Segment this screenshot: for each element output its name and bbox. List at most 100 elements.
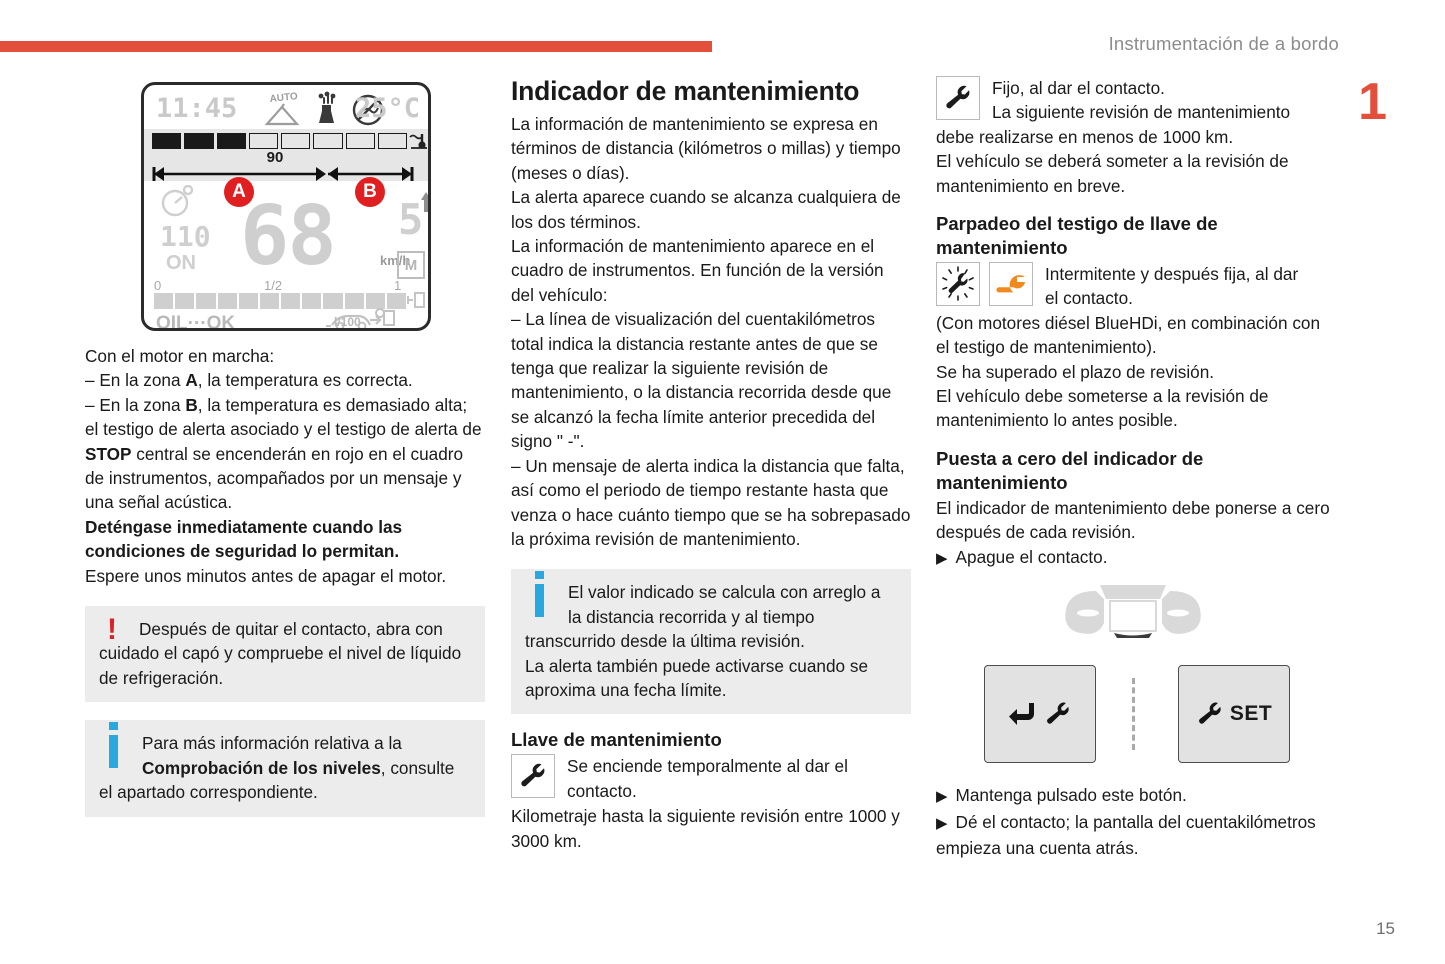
zone-b-letter: B	[185, 394, 198, 415]
blinking-wrench-after-3: El vehículo debe someterse a la revisión…	[936, 386, 1269, 431]
info-note-link[interactable]: Comprobación de los niveles	[142, 757, 381, 778]
left-intro-line: Con el motor en marcha:	[85, 346, 275, 366]
return-arrow-icon	[1009, 703, 1034, 726]
triangle-bullet-icon: ▶	[936, 788, 948, 806]
reset-intro-text: El indicador de mantenimiento debe poner…	[936, 497, 1330, 543]
instrument-cluster-illustration: 11:45 AUTO 25°C 90	[141, 82, 431, 331]
fuel-label-half: 1/2	[264, 278, 283, 293]
mid-info-note-text-2: La alerta también puede activarse cuando…	[525, 655, 869, 700]
fixed-wrench-after-2: El vehículo se deberá someter a la revis…	[936, 151, 1289, 196]
steering-wheel-illustration	[1065, 585, 1201, 639]
mid-info-note-box: El valor indicado se calcula con arreglo…	[511, 569, 911, 715]
caution-icon: !	[107, 613, 117, 647]
reset-step-2-text: Mantenga pulsado este botón.	[955, 785, 1187, 806]
mid-paragraph-2: La alerta aparece cuando se alcanza cual…	[511, 187, 901, 232]
page-header-title: Instrumentación de a bordo	[1108, 33, 1339, 54]
stop-immediately-warning: Deténgase inmediatamente cuando las cond…	[85, 516, 403, 562]
reset-button-diagram: SET	[936, 583, 1336, 783]
reset-step-1: ▶ Apague el contacto.	[936, 545, 1336, 571]
reset-step-3-text: Dé el contacto; la pantalla del cuentaki…	[936, 811, 1316, 858]
lcd-current-speed: 68	[240, 189, 337, 284]
coolant-temperature-bar	[152, 133, 407, 149]
lcd-consumption-unit: l/100	[334, 315, 361, 329]
reset-step-2: ▶ Mantenga pulsado este botón.	[936, 783, 1336, 809]
maintenance-key-text: Se enciende temporalmente al dar el cont…	[567, 756, 848, 801]
fuel-gauge-bar	[154, 293, 407, 309]
blinking-wrench-icon-row: Intermitente y después fija, al dar el c…	[936, 262, 1336, 311]
lcd-oil-status: OIL···OK	[156, 313, 236, 331]
section-title-maintenance-indicator: Indicador de mantenimiento	[511, 76, 860, 106]
coolant-temp-icon	[409, 134, 427, 149]
info-icon	[109, 722, 118, 769]
reset-button-right[interactable]: SET	[1178, 665, 1290, 764]
fuel-pump-icon	[407, 292, 425, 308]
svg-text:AUTO: AUTO	[269, 91, 298, 105]
diagram-divider	[1132, 678, 1135, 751]
orange-wrench-icon	[989, 262, 1033, 307]
blinking-wrench-line-1: Intermitente y después fija, al dar	[1045, 264, 1299, 285]
fuel-label-min: 0	[154, 278, 162, 293]
maintenance-key-icon-row: Se enciende temporalmente al dar el cont…	[511, 754, 911, 803]
zone-b-desc-post: , la temperatura es demasiado alta; el t…	[85, 394, 482, 440]
blinking-wrench-after-2: Se ha superado el plazo de revisión.	[936, 361, 1215, 382]
subsection-title-blinking-key: Parpadeo del testigo de llave de manteni…	[936, 213, 1218, 259]
zone-a-desc-pre: – En la zona	[85, 370, 186, 391]
lcd-cruise-state: ON	[166, 252, 196, 274]
esp-off-icon	[352, 94, 384, 126]
zone-b-marker: B	[355, 177, 385, 207]
wrench-icon	[1198, 702, 1221, 724]
wait-before-shutdown-line: Espere unos minutos antes de apagar el m…	[85, 565, 447, 586]
info-note-text: Para más información relativa a la Compr…	[99, 733, 454, 802]
info-note-pre: Para más información relativa a la	[142, 733, 402, 754]
fixed-wrench-after-1: debe realizarse en menos de 1000 km.	[936, 126, 1234, 147]
flashing-wrench-icon	[936, 262, 980, 307]
page-number: 15	[1376, 919, 1395, 938]
zone-range-arrows	[152, 167, 414, 181]
info-note-box: Para más información relativa a la Compr…	[85, 720, 485, 817]
blinking-wrench-text-block: Intermitente y después fija, al dar el c…	[1033, 262, 1298, 311]
blinking-wrench-after-1: (Con motores diésel BlueHDi, en combinac…	[936, 312, 1321, 358]
info-note-post: , consulte el apartado correspondiente.	[99, 757, 455, 803]
fuel-consumption-icon	[326, 308, 395, 328]
reset-button-left[interactable]	[984, 665, 1096, 764]
coolant-scale-label: 90	[266, 149, 284, 166]
wrench-icon	[1047, 702, 1069, 724]
mid-paragraph-3: La información de mantenimiento aparece …	[511, 236, 884, 305]
fixed-wrench-icon-row: Fijo, al dar el contacto. La siguiente r…	[936, 76, 1336, 125]
fixed-wrench-line-1: Fijo, al dar el contacto.	[992, 78, 1165, 98]
gear-up-arrow-icon	[421, 192, 428, 212]
header-accent-rule	[0, 41, 712, 52]
chapter-number-tab: 1	[1358, 73, 1387, 131]
triangle-bullet-icon: ▶	[936, 814, 948, 832]
mid-paragraph-1: La información de mantenimiento se expre…	[511, 114, 901, 183]
lcd-speed-unit: km/h	[380, 253, 411, 268]
lcd-cruise-speed: 110	[160, 220, 211, 253]
speed-limiter-icon	[161, 185, 194, 217]
zone-b-description: – En la zona B, la temperatura es demasi…	[85, 393, 485, 515]
washer-fluid-icon	[318, 91, 336, 123]
blinking-wrench-line-2: el contacto.	[1045, 288, 1133, 309]
triangle-bullet-icon: ▶	[936, 549, 948, 567]
lcd-gear-mode: M	[397, 251, 425, 279]
stop-keyword: STOP	[85, 443, 132, 464]
mid-dash-item-1: – La línea de visualización del cuentaki…	[511, 309, 892, 452]
zone-a-desc-post: , la temperatura es correcta.	[197, 370, 413, 391]
lcd-outside-temperature: 25°C	[354, 93, 420, 124]
fixed-wrench-line-2: La siguiente revisión de mantenimiento	[992, 102, 1291, 123]
caution-note-box: ! Después de quitar el contacto, abra co…	[85, 606, 485, 703]
mid-info-note-text: El valor indicado se calcula con arreglo…	[525, 582, 881, 652]
zone-a-marker: A	[224, 177, 254, 207]
left-column: Con el motor en marcha: – En la zona A, …	[85, 344, 485, 817]
mid-dash-item-2: – Un mensaje de alerta indica la distanc…	[511, 455, 911, 549]
info-icon	[535, 571, 544, 618]
reset-step-3: ▶ Dé el contacto; la pantalla del cuentak…	[936, 810, 1336, 861]
subsection-title-maintenance-key: Llave de mantenimiento	[511, 729, 722, 751]
maintenance-key-mileage-text: Kilometraje hasta la siguiente revisión …	[511, 806, 900, 851]
auto-wiper-icon: AUTO	[264, 91, 300, 126]
subsection-title-reset-indicator: Puesta a cero del indicador de mantenimi…	[936, 447, 1204, 493]
fuel-label-max: 1	[394, 278, 402, 293]
wrench-icon	[511, 754, 555, 799]
zone-b-desc-post2: central se encenderán en rojo en el cuad…	[85, 443, 464, 513]
zone-a-description: – En la zona A, la temperatura es correc…	[85, 368, 485, 392]
right-column: Fijo, al dar el contacto. La siguiente r…	[936, 76, 1336, 860]
